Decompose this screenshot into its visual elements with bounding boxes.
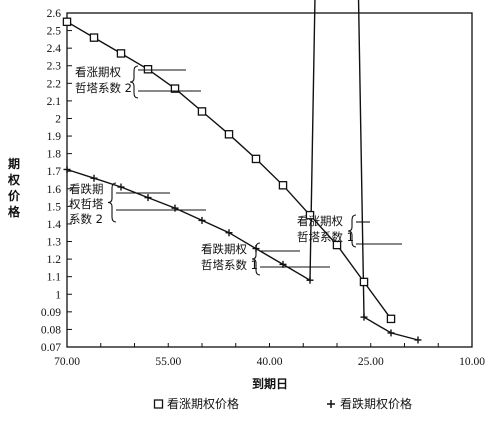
y-axis-title-char: 价 [8,189,21,203]
y-tick-label: 0.07 [41,342,61,354]
x-axis-title: 到期日 [252,376,288,391]
annotation-text: 看涨期权 [75,65,121,79]
series-markers [62,17,422,344]
y-tick-label: 1.9 [47,131,62,143]
y-tick-label: 2.1 [47,96,62,108]
annotation-brace [251,242,261,276]
call-price-point [170,84,180,93]
plot-frame [66,12,473,348]
y-tick-label: 1.2 [47,254,62,266]
call-price-point [359,277,369,287]
put-price-point [387,329,395,337]
y-tick-label: 2 [55,113,61,125]
y-tick-label: 2.6 [47,8,62,20]
y-axis-title-char: 权 [7,172,21,187]
put-price-point [198,216,206,224]
annotation-text: 哲塔系数 1 [201,258,258,272]
y-tick-label: 1.3 [47,237,62,249]
annotation-brace [347,214,357,248]
annotation-text: 系数 2 [69,212,103,226]
annotation-brace [107,182,117,223]
y-axis-ticks: 0.07 0.08 0.09 1 1.1 1.2 1.3 1.4 1.5 1.6 1.7 1.8 1.9… [41,8,72,354]
call-price-point [116,49,126,58]
call-price-point [332,240,342,250]
call-price-point [143,65,153,74]
call-price-point [278,181,288,190]
x-tick-label: 25.00 [358,356,384,368]
legend-plus-icon [327,400,335,408]
call-price-point [89,33,99,42]
y-axis-title-char: 期 [8,156,20,171]
put-price-point [90,174,98,182]
put-price-point [360,313,368,321]
call-price-point [251,154,261,164]
put-price-point [117,183,125,191]
y-tick-label: 0.08 [41,324,61,336]
put-price-point [63,165,71,173]
put-price-point [225,229,233,237]
annotation-text: 看跌期权 [201,242,247,256]
x-tick-label: 70.00 [54,356,80,368]
y-tick-label: 1.4 [47,219,62,231]
x-tick-label: 40.00 [257,356,283,368]
y-tick-label: 0.09 [41,307,61,319]
y-tick-label: 2.3 [47,61,62,73]
call-price-point [386,314,396,324]
y-tick-label: 2.4 [47,43,62,55]
annotation-text: 看跌期 [69,182,104,196]
x-axis-ticks: 70.00 55.00 40.00 25.00 10.00 [54,343,485,368]
y-tick-label: 2.2 [47,78,62,90]
y-tick-label: 1.5 [47,201,62,213]
annotation-text: 权哲塔 [69,197,104,211]
call-price-point [62,17,72,27]
put-price-point [414,336,422,344]
y-tick-label: 1 [55,289,61,301]
annotation-brace [129,65,139,99]
legend-square-icon [153,399,164,409]
call-price-point [224,130,234,139]
call-price-point [197,107,207,116]
legend: 看涨期权价格 看跌期权价格 [153,396,412,411]
series-line-2 [66,0,419,341]
axis-titles: 到期日 期权价格 [7,156,288,391]
annotation-text: 哲塔系数 2 [75,81,132,95]
legend-label-call: 看涨期权价格 [167,396,239,411]
call-price-point [305,210,315,220]
x-tick-label: 10.00 [459,356,485,368]
y-tick-label: 1.8 [47,149,62,161]
y-tick-label: 1.6 [47,184,62,196]
y-tick-label: 1.1 [47,272,62,284]
x-tick-label: 55.00 [155,356,181,368]
put-price-point [306,276,314,284]
annotation-text: 哲塔系数 1 [297,230,354,244]
put-price-point [171,204,179,212]
annotation-text: 看涨期权 [297,214,343,228]
y-axis-title-char: 格 [8,204,21,219]
y-tick-label: 1.7 [47,166,62,178]
y-tick-label: 2.5 [47,26,62,38]
legend-label-put: 看跌期权价格 [340,396,412,411]
put-price-point [144,194,152,202]
